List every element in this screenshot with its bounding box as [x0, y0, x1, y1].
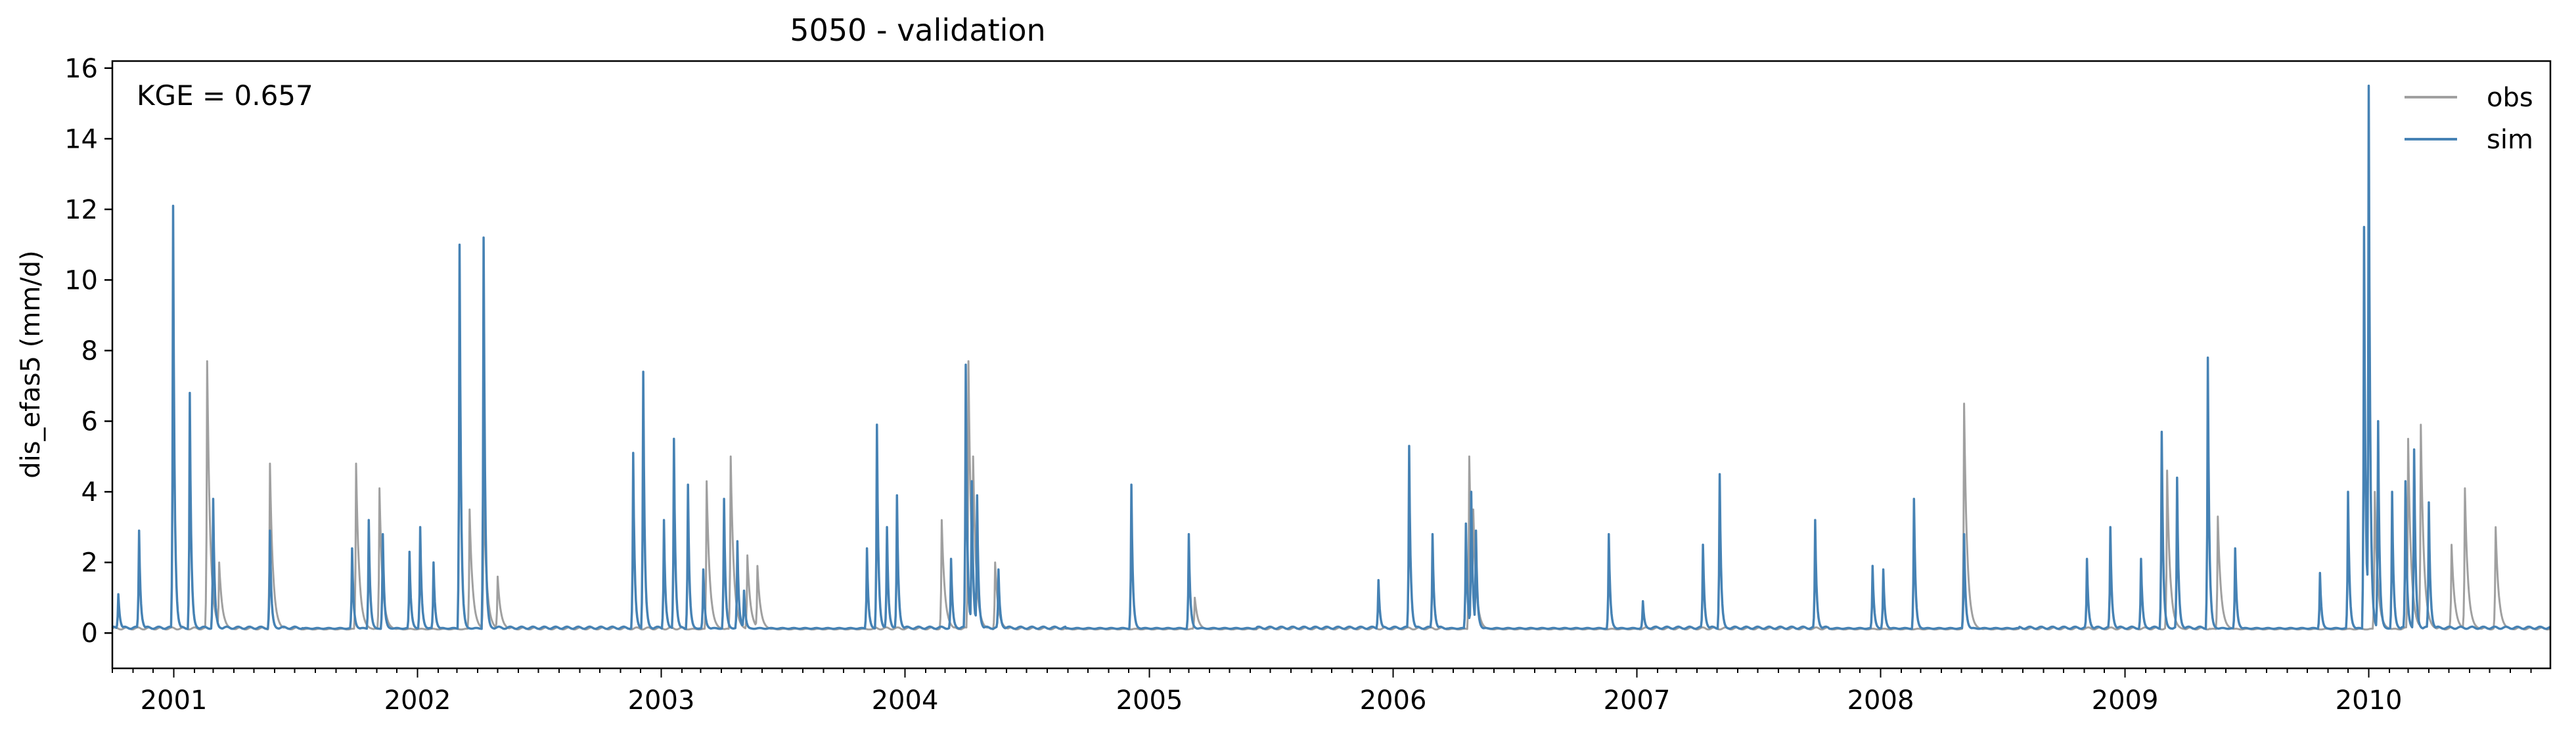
x-tick-label: 2010	[2336, 685, 2403, 716]
legend-label-sim: sim	[2487, 125, 2533, 155]
series-line-sim	[111, 84, 2551, 630]
legend: obs sim	[2405, 83, 2533, 155]
y-tick-label: 4	[81, 477, 98, 507]
x-tick-label: 2006	[1360, 685, 1427, 716]
x-tick-label: 2001	[141, 685, 208, 716]
y-tick-label: 8	[81, 336, 98, 366]
y-axis-label: dis_efas5 (mm/d)	[16, 250, 46, 479]
y-tick-label: 12	[64, 195, 98, 225]
plot-frame	[111, 60, 2552, 670]
y-tick-label: 0	[81, 618, 98, 649]
y-tick-label: 14	[64, 124, 98, 154]
y-tick-label: 2	[81, 548, 98, 578]
x-tick-label: 2009	[2092, 685, 2159, 716]
chart-title: 5050 - validation	[790, 12, 1045, 48]
x-tick-label: 2007	[1604, 685, 1671, 716]
x-axis-ticks: 2001 2002 2003 2004 2005 2006 2007 2008 2009 2010	[112, 668, 2532, 716]
kge-annotation: KGE = 0.657	[137, 79, 313, 112]
y-tick-label: 10	[64, 265, 98, 295]
x-tick-label: 2008	[1847, 685, 1914, 716]
y-tick-label: 16	[64, 54, 98, 84]
legend-label-obs: obs	[2487, 83, 2533, 113]
x-tick-label: 2004	[872, 685, 939, 716]
y-axis-ticks: 0 2 4 6 8 10 12 14 16	[64, 54, 112, 649]
x-tick-label: 2002	[384, 685, 451, 716]
y-tick-label: 6	[81, 407, 98, 437]
x-tick-label: 2003	[628, 685, 695, 716]
x-tick-label: 2005	[1116, 685, 1183, 716]
series-layer	[111, 84, 2551, 631]
